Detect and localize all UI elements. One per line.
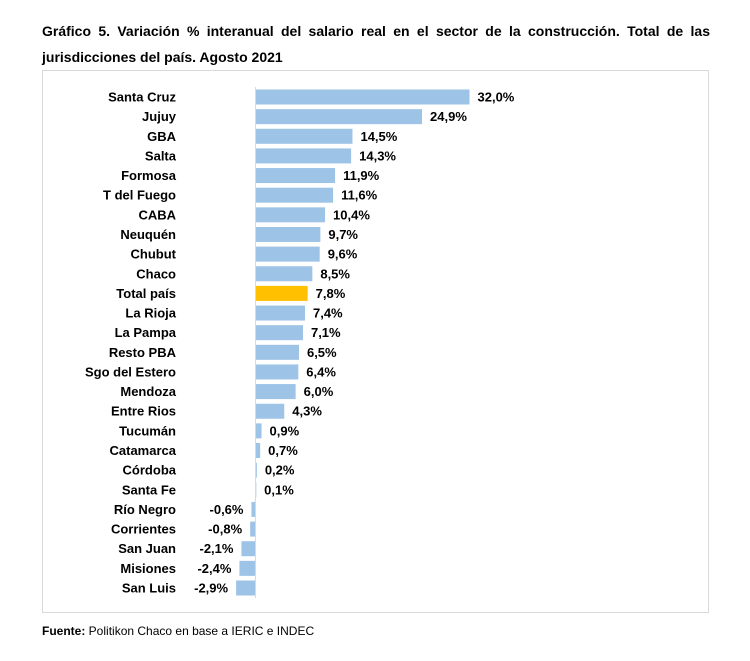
bar [255, 266, 313, 282]
data-label: 6,5% [307, 345, 337, 360]
category-label: Chaco [136, 266, 176, 281]
data-label: 0,9% [270, 423, 300, 438]
category-label: T del Fuego [103, 188, 176, 203]
data-label: -2,9% [194, 581, 228, 596]
category-label: Resto PBA [109, 345, 177, 360]
category-label: La Rioja [125, 306, 176, 321]
bar [255, 207, 326, 223]
bar [255, 148, 352, 164]
data-label: 10,4% [333, 207, 370, 222]
category-label: Río Negro [114, 502, 176, 517]
category-label: Mendoza [120, 384, 176, 399]
bar [255, 344, 299, 360]
data-label: 0,7% [268, 443, 298, 458]
data-label: 11,6% [341, 188, 378, 203]
bar [255, 364, 299, 380]
data-label: 32,0% [478, 90, 515, 105]
category-label: Total país [116, 286, 176, 301]
bar [255, 187, 334, 203]
category-label: Catamarca [110, 443, 177, 458]
bar [255, 168, 336, 184]
chart-frame [42, 70, 709, 613]
bar [255, 403, 285, 419]
data-label: 7,4% [313, 306, 343, 321]
bar [255, 109, 423, 125]
category-label: Jujuy [142, 109, 177, 124]
bar [239, 560, 256, 576]
data-label: 7,1% [311, 325, 341, 340]
bar [255, 443, 261, 459]
data-label: 7,8% [316, 286, 346, 301]
bar [255, 384, 296, 400]
category-label: Santa Fe [122, 482, 176, 497]
category-label: Neuquén [120, 227, 176, 242]
data-label: 14,3% [359, 148, 396, 163]
category-label: San Luis [122, 581, 176, 596]
category-label: San Juan [118, 541, 176, 556]
bar [255, 325, 303, 341]
data-label: -0,6% [210, 502, 244, 517]
chart-title: Gráfico 5. Variación % interanual del sa… [42, 23, 710, 65]
bar [251, 501, 256, 517]
category-label: Misiones [120, 561, 176, 576]
bar [250, 521, 256, 537]
data-label: 14,5% [360, 129, 397, 144]
source-label: Fuente: [42, 624, 86, 638]
data-label: 0,2% [265, 463, 295, 478]
data-label: 9,7% [328, 227, 358, 242]
data-label: 9,6% [328, 247, 358, 262]
data-label: 4,3% [292, 404, 322, 419]
category-label: Formosa [121, 168, 177, 183]
data-label: 8,5% [320, 266, 350, 281]
category-label: Chubut [131, 247, 177, 262]
data-label: -2,1% [199, 541, 233, 556]
bar [255, 89, 470, 105]
bar [236, 580, 256, 596]
bar [255, 462, 257, 478]
source-note: Fuente: Politikon Chaco en base a IERIC … [42, 624, 314, 638]
data-label: 11,9% [343, 168, 380, 183]
bar [255, 423, 262, 439]
category-label: Córdoba [123, 463, 177, 478]
bar [241, 541, 256, 557]
source-text: Politikon Chaco en base a IERIC e INDEC [85, 624, 315, 638]
data-label: 6,4% [306, 364, 336, 379]
data-label: 0,1% [264, 482, 294, 497]
category-label: Santa Cruz [108, 90, 176, 105]
category-label: Tucumán [119, 423, 176, 438]
category-label: Corrientes [111, 522, 176, 537]
bar [255, 246, 320, 262]
bar [255, 285, 308, 301]
data-label: -0,8% [208, 522, 242, 537]
data-label: -2,4% [197, 561, 231, 576]
category-label: Entre Rios [111, 404, 176, 419]
category-label: Sgo del Estero [85, 364, 176, 379]
bar [255, 305, 305, 321]
category-label: GBA [147, 129, 177, 144]
data-label: 6,0% [304, 384, 334, 399]
category-label: Salta [145, 148, 177, 163]
data-label: 24,9% [430, 109, 467, 124]
category-label: CABA [138, 207, 176, 222]
bar [255, 226, 321, 242]
bar [255, 128, 353, 144]
category-label: La Pampa [115, 325, 177, 340]
